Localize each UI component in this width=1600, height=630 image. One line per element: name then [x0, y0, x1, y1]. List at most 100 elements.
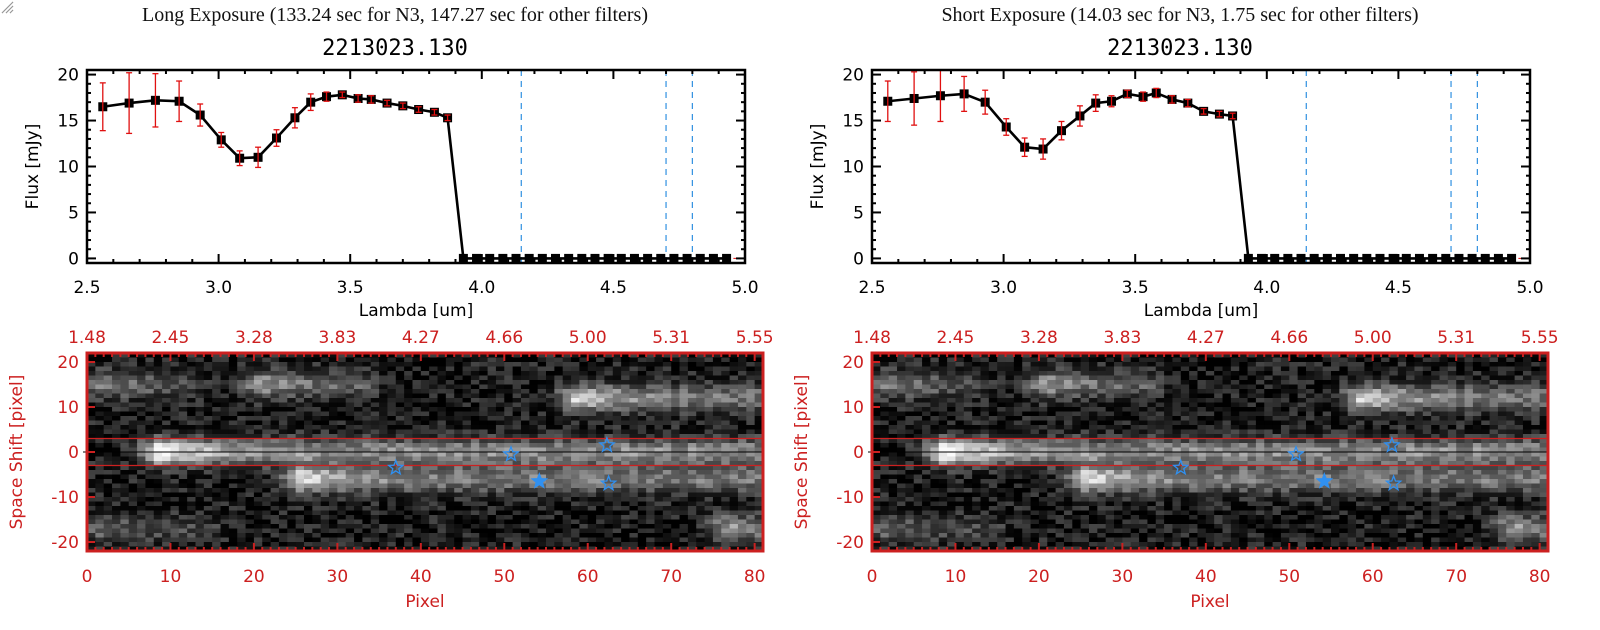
source-star-marker [1287, 444, 1305, 462]
y-tick-label: 20 [57, 66, 79, 86]
x-tick-label: 3.5 [337, 278, 364, 298]
flux-data-point [722, 253, 732, 263]
x-tick-label: 80 [1529, 567, 1551, 587]
x-tick-label: 70 [1445, 567, 1467, 587]
y-tick-label: 20 [57, 353, 79, 373]
y-tick-label: 15 [57, 112, 79, 132]
y-tick-label: 10 [842, 158, 864, 178]
x-tick-label: 4.0 [468, 278, 495, 298]
flux-data-point [1243, 253, 1253, 263]
top-wavelength-tick-label: 5.00 [1354, 328, 1392, 348]
top-wavelength-tick-label: 3.28 [1020, 328, 1058, 348]
x-tick-label: 10 [945, 567, 967, 587]
top-wavelength-tick-label: 5.31 [1437, 328, 1475, 348]
top-wavelength-tick-label: 4.27 [402, 328, 440, 348]
x-tick-label: 0 [867, 567, 878, 587]
flux-data-point [472, 253, 482, 263]
flux-data-point [603, 253, 613, 263]
top-wavelength-tick-label: 4.66 [1270, 328, 1308, 348]
flux-data-point [1401, 253, 1411, 263]
flux-data-point [656, 253, 666, 263]
long-exposure-image-chart: 0 10 20 30 40 50 60 70 80 1.48 2.45 3.28 3.83 4.27 4.6… [7, 328, 774, 612]
flux-data-point [1480, 253, 1490, 263]
y-axis-label: Flux [mJy] [808, 124, 828, 210]
y-tick-label: -10 [836, 488, 864, 508]
flux-data-point [550, 253, 560, 263]
top-wavelength-tick-label: 5.31 [652, 328, 690, 348]
flux-data-point [1309, 253, 1319, 263]
y-axis-label: Space Shift [pixel] [792, 375, 812, 530]
flux-data-point [1493, 253, 1503, 263]
x-tick-label: 0 [82, 567, 93, 587]
flux-data-point [1349, 253, 1359, 263]
y-tick-label: 0 [853, 249, 864, 269]
flux-data-point [537, 253, 547, 263]
x-axis-label: Lambda [um] [359, 301, 473, 321]
x-tick-label: 3.5 [1122, 278, 1149, 298]
x-tick-label: 30 [1112, 567, 1134, 587]
flux-data-point [1296, 253, 1306, 263]
resize-grip-icon[interactable] [0, 0, 14, 14]
top-wavelength-tick-label: 3.83 [1103, 328, 1141, 348]
y-tick-label: 20 [842, 353, 864, 373]
top-wavelength-tick-label: 3.28 [235, 328, 273, 348]
x-axis-label: Pixel [1190, 592, 1229, 612]
x-tick-label: 50 [493, 567, 515, 587]
y-tick-label: 0 [68, 249, 79, 269]
flux-data-point [1335, 253, 1345, 263]
y-tick-label: -20 [51, 533, 79, 553]
source-star-marker [599, 474, 618, 492]
long-exposure-panel: Long Exposure (133.24 sec for N3, 147.27… [0, 0, 790, 630]
top-wavelength-tick-label: 3.83 [318, 328, 356, 348]
flux-data-point [1467, 253, 1477, 263]
top-wavelength-tick-label: 5.00 [569, 328, 607, 348]
flux-data-point [498, 253, 508, 263]
short-exposure-image-chart: 0 10 20 30 40 50 60 70 80 1.48 2.45 3.28 3.83 4.27 4.6… [792, 328, 1559, 612]
flux-data-point [682, 253, 692, 263]
y-tick-label: 5 [853, 203, 864, 223]
top-wavelength-tick-label: 5.55 [736, 328, 774, 348]
y-tick-label: 0 [853, 443, 864, 463]
top-wavelength-tick-label: 2.45 [937, 328, 975, 348]
y-tick-label: 0 [68, 443, 79, 463]
image-pixel-grid [87, 353, 764, 552]
x-tick-label: 3.0 [990, 278, 1017, 298]
object-id: 2213023.130 [1107, 36, 1253, 61]
flux-data-point [1322, 253, 1332, 263]
source-star-marker [1315, 471, 1334, 489]
x-tick-label: 80 [744, 567, 766, 587]
panel-title: Short Exposure (14.03 sec for N3, 1.75 s… [941, 4, 1419, 26]
y-tick-label: 10 [57, 398, 79, 418]
x-tick-label: 50 [1278, 567, 1300, 587]
object-id: 2213023.130 [322, 36, 468, 61]
top-wavelength-tick-label: 4.27 [1187, 328, 1225, 348]
x-tick-label: 20 [243, 567, 265, 587]
flux-data-point [695, 253, 705, 263]
flux-data-point [1270, 253, 1280, 263]
flux-data-point [1283, 253, 1293, 263]
y-axis-label: Space Shift [pixel] [7, 375, 27, 530]
x-tick-label: 60 [577, 567, 599, 587]
y-tick-label: 15 [842, 112, 864, 132]
x-tick-label: 2.5 [858, 278, 885, 298]
x-tick-label: 5.0 [731, 278, 758, 298]
flux-data-point [524, 253, 534, 263]
flux-data-point [1388, 253, 1398, 263]
x-tick-label: 4.0 [1253, 278, 1280, 298]
flux-data-point [458, 253, 468, 263]
flux-data-point [1362, 253, 1372, 263]
x-tick-label: 20 [1028, 567, 1050, 587]
x-tick-label: 2.5 [73, 278, 100, 298]
long-exposure-spectrum-chart: 2.5 3.0 3.5 4.0 4.5 5.0 0 5 10 15 20 Lambda [um] Flu… [23, 66, 759, 321]
source-star-marker [1171, 458, 1190, 476]
x-tick-label: 70 [660, 567, 682, 587]
top-wavelength-tick-label: 4.66 [485, 328, 523, 348]
flux-data-point [629, 253, 639, 263]
x-tick-label: 3.0 [205, 278, 232, 298]
x-axis-label: Lambda [um] [1144, 301, 1258, 321]
x-tick-label: 4.5 [600, 278, 627, 298]
top-wavelength-tick-label: 2.45 [152, 328, 190, 348]
flux-data-point [511, 253, 521, 263]
short-exposure-spectrum-chart: 2.5 3.0 3.5 4.0 4.5 5.0 0 5 10 15 20 Lambda [um] Flu… [808, 66, 1544, 321]
flux-data-point [1441, 253, 1451, 263]
